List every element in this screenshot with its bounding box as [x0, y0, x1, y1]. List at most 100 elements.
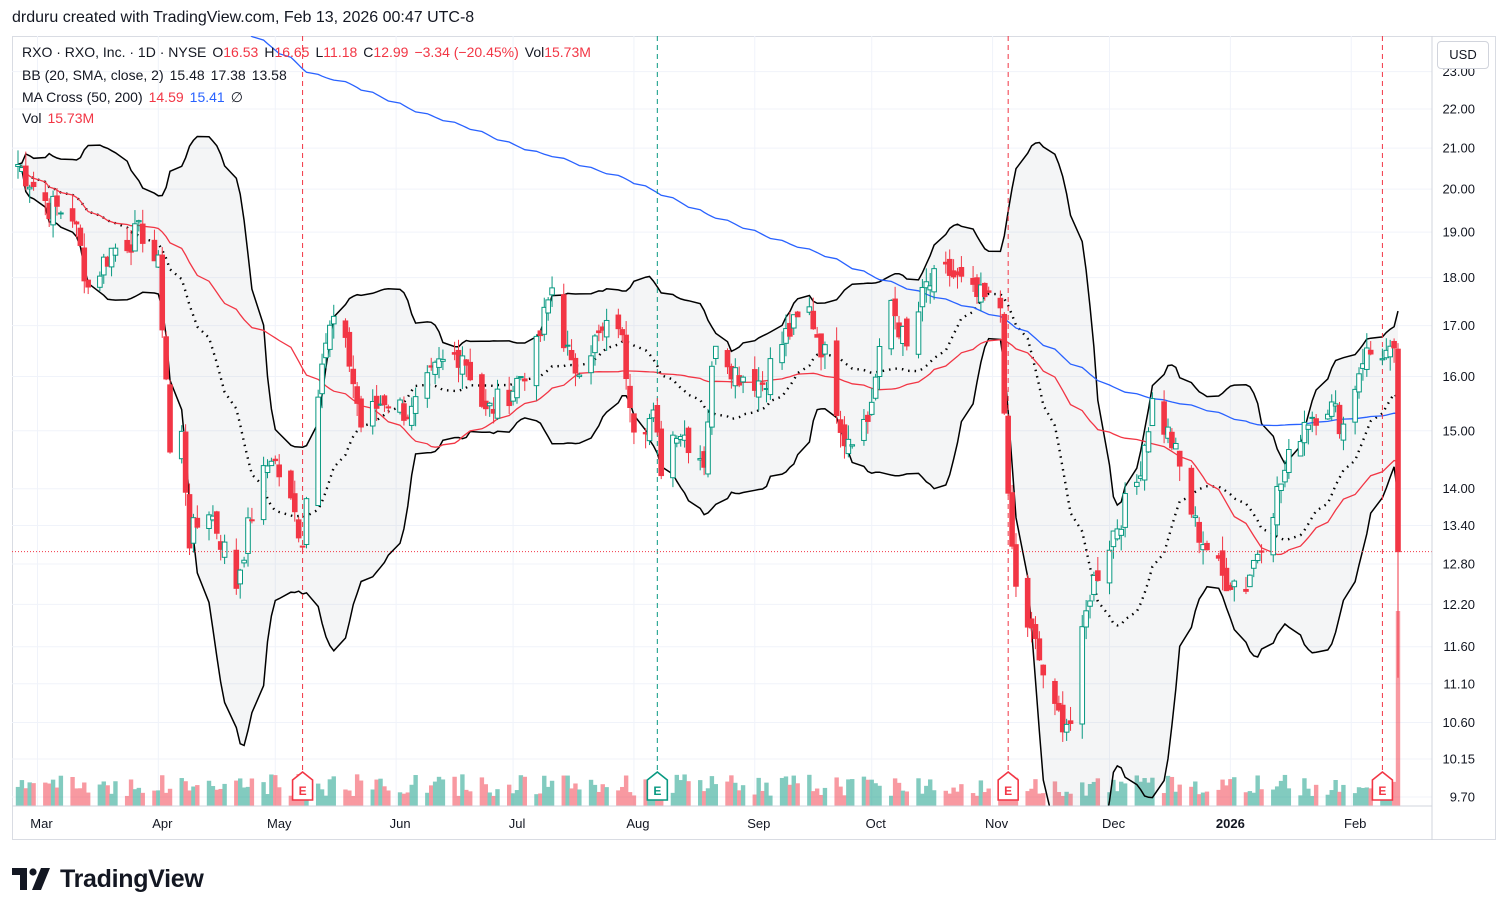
- event-marker-dividend[interactable]: E: [646, 770, 669, 801]
- candle-body: [151, 239, 158, 262]
- candle: [779, 331, 785, 370]
- volume-bar: [276, 787, 282, 806]
- volume-bar: [1306, 788, 1311, 806]
- tradingview-logo-icon: [12, 868, 50, 890]
- candle: [1067, 706, 1074, 731]
- volume-bar: [1111, 779, 1116, 806]
- volume-bar: [1173, 791, 1178, 806]
- candle: [623, 321, 629, 390]
- candle-body: [1083, 610, 1089, 628]
- legend-ma200: 15.41: [189, 89, 225, 105]
- volume-bar: [132, 789, 138, 806]
- volume-bar: [1041, 793, 1046, 806]
- candle: [30, 171, 37, 191]
- candle-body: [1145, 431, 1152, 453]
- volume-bar: [1232, 777, 1237, 806]
- candle: [755, 367, 762, 411]
- candle: [806, 297, 813, 316]
- candle: [892, 286, 898, 330]
- volume-bar: [1060, 795, 1065, 806]
- legend-symbol[interactable]: RXO · RXO, Inc. · 1D · NYSE: [22, 44, 207, 60]
- candle-body: [1087, 600, 1093, 607]
- candle-body: [194, 517, 201, 528]
- candle: [1274, 476, 1280, 536]
- volume-bar: [382, 786, 387, 806]
- volume-bar: [787, 784, 793, 806]
- volume-bar: [50, 779, 56, 806]
- candle-body: [849, 444, 856, 447]
- volume-bar: [931, 790, 937, 806]
- candle-body: [1001, 313, 1008, 414]
- candle: [1122, 482, 1128, 538]
- y-tick-label: 16.00: [1442, 369, 1475, 384]
- x-tick-label: 2026: [1216, 816, 1245, 831]
- candle: [931, 264, 937, 300]
- volume-bar: [19, 780, 25, 806]
- candle-body: [260, 465, 267, 521]
- volume-bar: [113, 781, 118, 806]
- legend-low: 11.18: [323, 44, 358, 60]
- volume-bar: [779, 777, 785, 806]
- candle: [915, 301, 922, 359]
- candle: [1009, 484, 1015, 550]
- candle-body: [1328, 401, 1335, 417]
- volume-bar: [1150, 777, 1155, 806]
- currency-button[interactable]: USD: [1437, 41, 1489, 69]
- volume-bar: [85, 792, 91, 806]
- candle: [810, 297, 817, 330]
- candle: [1134, 474, 1140, 495]
- candle-body: [985, 290, 992, 293]
- y-tick-label: 18.00: [1442, 270, 1475, 285]
- volume-bar: [74, 788, 79, 806]
- candle-body: [1367, 349, 1374, 355]
- candle-body: [572, 357, 579, 374]
- candle-body: [1095, 570, 1101, 581]
- candle: [888, 299, 895, 356]
- candle: [596, 324, 602, 342]
- volume-bar: [1033, 779, 1038, 806]
- tradingview-brand[interactable]: TradingView: [12, 864, 204, 894]
- candle-body: [588, 355, 594, 374]
- x-tick-label: Dec: [1102, 816, 1126, 831]
- candle: [564, 330, 571, 356]
- candle-body: [330, 315, 337, 325]
- candle-body: [50, 195, 56, 226]
- candle: [467, 348, 474, 382]
- candle-body: [346, 331, 353, 367]
- volume-bar: [814, 788, 820, 806]
- volume-bar: [1255, 775, 1260, 806]
- volume-bar: [140, 792, 145, 806]
- event-marker-earnings[interactable]: E: [291, 770, 314, 801]
- candle-body: [432, 361, 438, 375]
- volume-bar: [549, 780, 555, 806]
- candle-body: [1134, 481, 1140, 487]
- candle-body: [132, 223, 138, 252]
- candle: [674, 435, 680, 448]
- candle: [1250, 559, 1257, 578]
- candle-body: [288, 470, 294, 499]
- candle: [151, 229, 158, 262]
- volume-bar: [1310, 795, 1315, 806]
- candle: [868, 387, 875, 416]
- volume-bar: [752, 794, 757, 806]
- legend-ma-label[interactable]: MA Cross (50, 200): [22, 89, 143, 105]
- candle-body: [1243, 588, 1249, 592]
- volume-bar: [974, 795, 980, 806]
- legend-vol2-label[interactable]: Vol: [22, 110, 42, 126]
- candle: [15, 150, 21, 179]
- candle-body: [619, 329, 626, 336]
- candle-body: [1079, 626, 1086, 725]
- volume-bar: [23, 788, 28, 806]
- candle-body: [1356, 373, 1362, 393]
- event-marker-earnings[interactable]: E: [1371, 770, 1394, 801]
- candle: [1223, 557, 1230, 592]
- candle-body: [1091, 574, 1097, 595]
- event-marker-earnings[interactable]: E: [997, 770, 1019, 801]
- volume-bar: [327, 779, 333, 806]
- candle: [1204, 540, 1210, 551]
- legend-bb-label[interactable]: BB (20, SMA, close, 2): [22, 67, 164, 83]
- candle: [42, 182, 49, 216]
- price-chart[interactable]: E E E E23.0022.0021.0020.0019.0018.0017.001…: [12, 36, 1496, 840]
- volume-bar: [483, 784, 488, 806]
- candle: [958, 256, 965, 283]
